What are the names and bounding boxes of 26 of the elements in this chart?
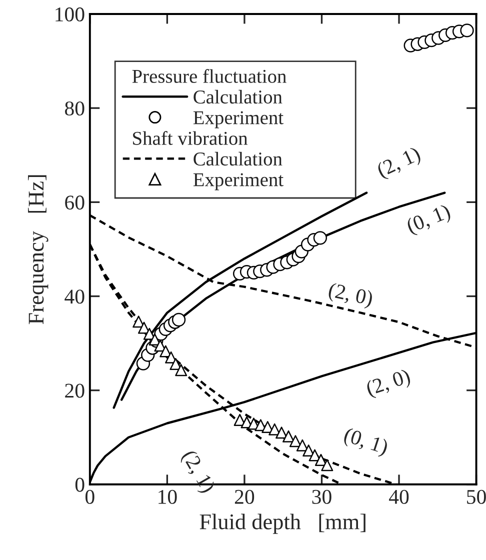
annotation: (2, 0) [365,368,412,400]
y-tick-label: 100 [56,7,84,22]
legend-label: Experiment [193,111,284,128]
y-tick-label: 60 [65,196,84,210]
annotation: (2, 1) [178,448,216,496]
legend-label: Calculation [194,152,282,166]
annotation: Pressure fluctuation [132,69,286,83]
y-tick-label: 80 [65,101,84,116]
y-axis-title: Frequency [Hz] [28,175,48,324]
x-tick-label: 20 [234,490,254,504]
x-tick-label: 10 [158,490,177,504]
y-tick-label: 40 [64,290,84,304]
annotation: Shaft vibration [133,131,248,145]
legend-label: Calculation [194,90,282,104]
legend-label: Experiment [193,173,284,190]
annotation: (0, 1) [342,426,390,458]
x-tick-label: 50 [467,490,486,504]
annotation: (2, 1) [376,146,423,182]
x-tick-label: 40 [388,490,409,504]
x-tick-label: 0 [85,490,94,504]
annotation: (2, 0) [327,282,374,310]
x-axis-title: Fluid depth [mm] [200,514,366,534]
annotation: (0, 1) [405,203,453,238]
y-tick-label: 20 [65,384,84,398]
y-tick-label: 0 [75,478,84,492]
x-tick-label: 30 [312,490,332,504]
